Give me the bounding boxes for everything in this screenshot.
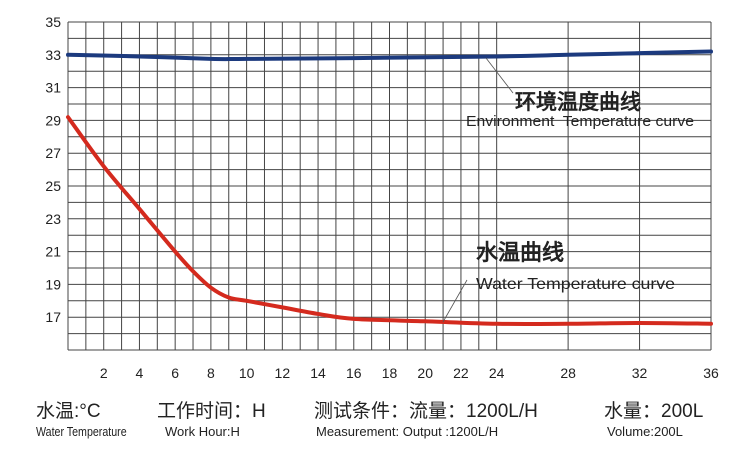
env-leader-line [485,57,514,94]
water-leader-line [442,279,468,323]
x-tick-label: 24 [489,365,505,381]
y-tick-label: 27 [45,145,61,161]
y-tick-label: 29 [45,112,61,128]
environment-temperature-line [66,49,713,62]
volume-label-cn: 水量：200L [604,401,704,422]
measurement-label-en: Measurement: Output :1200L/H [316,424,499,439]
work-hour-label-cn: 工作时间：H [157,401,266,422]
x-tick-label: 36 [703,365,719,381]
work-hour-label-en: Work Hour:H [165,424,240,439]
x-tick-label: 16 [346,365,362,381]
y-tick-label: 33 [45,47,61,63]
env-curve-label-cn: 环境温度曲线 [515,89,641,114]
x-tick-label: 12 [275,365,291,381]
x-tick-label: 2 [100,365,108,381]
y-tick-label: 25 [45,178,61,194]
x-tick-label: 14 [310,365,326,381]
x-tick-label: 22 [453,365,469,381]
y-tick-label: 21 [45,244,61,260]
y-tick-label: 17 [45,309,61,325]
measurement-label-cn: 测试条件：流量：1200L/H [314,401,538,422]
grid [67,21,712,351]
x-tick-label: 32 [632,365,648,381]
env-curve-label-en: Environment Temperature curve [466,113,694,130]
water-temp-label-en: Water Temperature [36,424,127,439]
x-tick-label: 28 [560,365,576,381]
volume-label-en: Volume:200L [607,424,683,439]
water-curve-label-en: Water Temperature curve [476,276,675,293]
x-tick-label: 6 [171,365,179,381]
water-temperature-line [66,115,713,326]
series-lines [66,49,713,326]
water-curve-label-cn: 水温曲线 [476,240,564,266]
x-tick-label: 8 [207,365,215,381]
y-tick-label: 19 [45,276,61,292]
y-tick-label: 23 [45,211,61,227]
x-tick-label: 18 [382,365,398,381]
y-tick-label: 35 [45,14,61,30]
x-tick-label: 20 [417,365,433,381]
water-temp-label-cn: 水温:°C [36,401,101,422]
y-tick-label: 31 [45,80,61,96]
x-tick-label: 4 [136,365,144,381]
x-tick-label: 10 [239,365,255,381]
